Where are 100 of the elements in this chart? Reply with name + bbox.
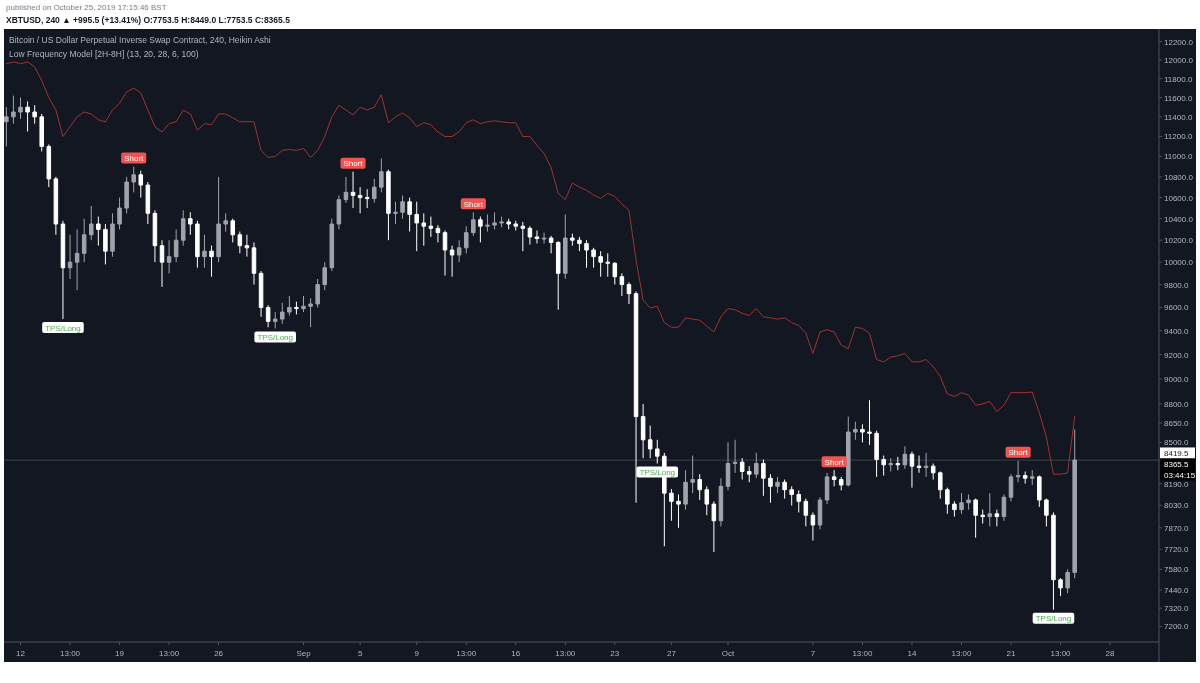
candlestick bbox=[364, 188, 370, 209]
x-tick-label: 26 bbox=[214, 649, 224, 658]
y-tick-label: 9800.0 bbox=[1164, 280, 1190, 290]
candlestick bbox=[654, 439, 660, 464]
candlestick bbox=[39, 113, 44, 152]
candlestick bbox=[923, 452, 929, 478]
x-tick-label: 16 bbox=[511, 649, 521, 658]
candlestick bbox=[577, 236, 582, 252]
candlestick bbox=[315, 278, 320, 308]
candlestick bbox=[732, 439, 738, 474]
x-tick-label: 13:00 bbox=[1050, 649, 1072, 658]
candlestick bbox=[258, 270, 264, 318]
y-tick-label: 8650.0 bbox=[1164, 419, 1190, 429]
y-tick-label: 7320.0 bbox=[1164, 604, 1190, 614]
candlestick bbox=[563, 213, 568, 280]
candlestick bbox=[966, 494, 971, 511]
y-tick-label: 9000.0 bbox=[1164, 375, 1190, 385]
candlestick bbox=[754, 452, 759, 479]
candlestick bbox=[605, 252, 611, 278]
x-tick-label: Sep bbox=[296, 649, 312, 658]
candlestick bbox=[895, 456, 901, 471]
x-tick-label: 5 bbox=[357, 649, 363, 658]
candlestick bbox=[527, 225, 533, 246]
candlestick bbox=[336, 194, 342, 230]
candlestick bbox=[980, 509, 985, 525]
candlestick bbox=[584, 239, 589, 269]
candlestick bbox=[81, 218, 87, 263]
candlestick bbox=[796, 489, 802, 513]
candlestick bbox=[230, 218, 236, 243]
candlestick bbox=[379, 158, 384, 193]
candlestick bbox=[1029, 469, 1035, 486]
candlestick bbox=[548, 235, 554, 254]
candlestick bbox=[202, 234, 207, 269]
candlestick bbox=[88, 205, 94, 241]
candlestick bbox=[697, 473, 702, 501]
candlestick bbox=[959, 492, 964, 515]
candlestick bbox=[541, 232, 547, 244]
line-series bbox=[5, 61, 1076, 475]
candlestick bbox=[407, 197, 412, 233]
candlestick bbox=[463, 225, 469, 254]
candlestick bbox=[838, 476, 844, 491]
candlestick bbox=[357, 186, 363, 214]
candlestick bbox=[846, 416, 851, 487]
candlestick bbox=[633, 290, 639, 504]
candlestick bbox=[209, 245, 214, 278]
candlestick bbox=[789, 485, 794, 506]
candlestick bbox=[180, 209, 186, 247]
candlestick bbox=[138, 170, 144, 199]
y-tick-label: 7870.0 bbox=[1164, 523, 1190, 533]
candlestick bbox=[400, 194, 405, 220]
candlestick bbox=[428, 216, 434, 238]
y-tick-label: 11600.0 bbox=[1164, 93, 1193, 103]
candlestick bbox=[301, 295, 306, 313]
y-tick-label: 9600.0 bbox=[1164, 303, 1190, 313]
candlestick bbox=[1058, 577, 1063, 597]
candlestick bbox=[166, 239, 172, 274]
x-tick-label: 13:00 bbox=[951, 649, 973, 658]
candlestick bbox=[888, 457, 894, 472]
x-tick-label: 7 bbox=[810, 649, 816, 658]
candlestick bbox=[1015, 460, 1021, 483]
candlestick bbox=[555, 240, 561, 311]
candlestick bbox=[513, 220, 519, 231]
candlestick bbox=[499, 216, 504, 228]
candlestick bbox=[1008, 473, 1014, 502]
candlestick bbox=[867, 399, 872, 446]
candlestick bbox=[1037, 475, 1042, 508]
candlestick bbox=[817, 496, 823, 530]
candlestick bbox=[718, 477, 724, 527]
candlestick bbox=[117, 197, 122, 230]
candlestick bbox=[60, 220, 66, 320]
y-tick-label: 10800.0 bbox=[1164, 172, 1194, 182]
candlestick bbox=[1001, 494, 1007, 522]
text: XBTUSD, 240 ▲ +995.5 (+13.41%) O:7753.5 H:8449.0 L:7753.5 C:8365.5 bbox=[6, 15, 291, 25]
candlestick bbox=[251, 241, 257, 286]
candlestick bbox=[520, 221, 526, 252]
candlestick bbox=[96, 216, 101, 247]
candlestick bbox=[322, 261, 327, 291]
candlestick bbox=[110, 212, 115, 258]
candlestick bbox=[216, 176, 221, 263]
candlestick bbox=[308, 297, 313, 328]
y-tick-label: 12200.0 bbox=[1164, 37, 1194, 47]
candlestick bbox=[11, 95, 16, 125]
candlestick bbox=[640, 403, 646, 459]
candlestick bbox=[456, 239, 462, 263]
candlestick bbox=[803, 498, 809, 527]
candlestick bbox=[930, 462, 936, 481]
ref-line-label: 8365.5 03:44:15 bbox=[1164, 459, 1196, 480]
candlestick bbox=[725, 441, 731, 491]
candlestick bbox=[471, 211, 476, 237]
candlestick bbox=[881, 455, 886, 477]
candlestick bbox=[853, 421, 858, 441]
candlestick bbox=[782, 479, 787, 500]
candlestick bbox=[902, 445, 908, 470]
candlestick bbox=[937, 470, 943, 500]
candlestick bbox=[131, 166, 136, 193]
y-tick-label: 7720.0 bbox=[1164, 545, 1190, 555]
candlestick bbox=[449, 245, 455, 278]
y-tick-label: 8800.0 bbox=[1164, 399, 1190, 409]
y-tick-label: 10600.0 bbox=[1164, 193, 1194, 203]
candlestick bbox=[994, 509, 1000, 527]
